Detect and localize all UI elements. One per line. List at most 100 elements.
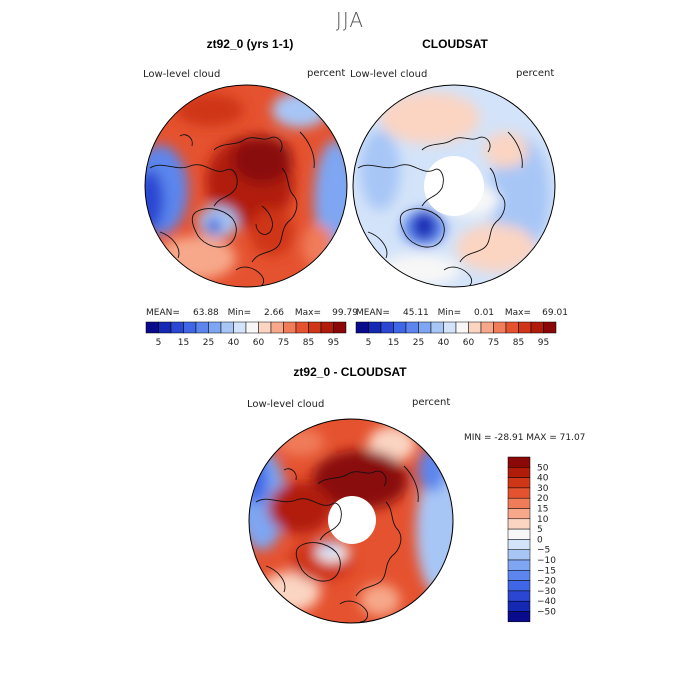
- panel3-stats: MIN = -28.91 MAX = 71.07: [464, 433, 586, 443]
- colorbar-swatch: [418, 321, 432, 334]
- panel2-field-label: Low-level cloud: [350, 69, 428, 80]
- colorbar-tick-label: 25: [203, 338, 214, 348]
- panel2-mean-label: MEAN=: [356, 308, 390, 318]
- colorbar-tick-label: 15: [537, 505, 548, 515]
- colorbar-tick-label: 25: [413, 338, 424, 348]
- colorbar-swatch: [270, 321, 284, 334]
- colorbar-swatch: [543, 321, 557, 334]
- colorbar-tick-label: 30: [537, 484, 549, 494]
- panel1-mean-label: MEAN=: [146, 308, 180, 318]
- panel1-max-value: 99.79: [332, 308, 358, 318]
- map-model: [144, 84, 348, 288]
- colorbar-swatch: [455, 321, 469, 334]
- panel2-stats: MEAN= 45.11 Min= 0.01 Max= 69.01: [356, 308, 568, 318]
- colorbar-tick-label: 5: [156, 338, 162, 348]
- colorbar-swatch: [245, 321, 259, 334]
- colorbar-tick-label: −10: [537, 556, 556, 566]
- colorbar-swatch: [405, 321, 419, 334]
- colorbar-swatch: [468, 321, 482, 334]
- colorbar-swatch: [333, 321, 347, 334]
- panel2-units: percent: [516, 68, 555, 79]
- colorbar-swatch: [158, 321, 172, 334]
- colorbar-swatch: [308, 321, 322, 334]
- colorbar-swatch: [507, 508, 531, 520]
- colorbar-swatch: [183, 321, 197, 334]
- colorbar-tick-label: 15: [178, 338, 189, 348]
- colorbar-swatch: [295, 321, 309, 334]
- colorbar-panel1: 5 15 25 40 60 75 85 95: [145, 321, 347, 348]
- colorbar-tick-label: 40: [228, 338, 240, 348]
- colorbar-swatch: [507, 580, 531, 592]
- colorbar-tick-label: −50: [537, 608, 556, 618]
- colorbar-tick-label: 85: [513, 338, 524, 348]
- colorbar-swatch: [505, 321, 519, 334]
- colorbar-swatch: [507, 600, 531, 612]
- panel2-min-value: 0.01: [473, 308, 495, 318]
- colorbar-swatch: [430, 321, 444, 334]
- panel3-field-label: Low-level cloud: [247, 399, 325, 410]
- panel1-units: percent: [307, 68, 346, 79]
- panel1-max-label: Max=: [294, 308, 322, 318]
- colorbar-tick-label: 5: [366, 338, 372, 348]
- colorbar-swatch: [507, 539, 531, 550]
- panel2-max-label: Max=: [504, 308, 532, 318]
- colorbar-swatch: [507, 477, 531, 489]
- colorbar-swatch: [195, 321, 209, 334]
- colorbar-tick-label: −40: [537, 597, 556, 607]
- colorbar-tick-label: 60: [463, 338, 475, 348]
- colorbar-tick-label: −20: [537, 577, 556, 587]
- colorbar-tick-label: 85: [303, 338, 314, 348]
- colorbar-swatch: [507, 570, 531, 581]
- colorbar-swatch: [320, 321, 334, 334]
- colorbar-swatch: [480, 321, 494, 334]
- panel1-mean-value: 63.88: [193, 308, 219, 318]
- colorbar-swatch: [507, 518, 531, 530]
- colorbar-swatch: [258, 321, 272, 334]
- colorbar-tick-label: 15: [388, 338, 399, 348]
- colorbar-swatch: [355, 321, 369, 334]
- colorbar-swatch: [208, 321, 222, 334]
- colorbar-swatch: [368, 321, 382, 334]
- panel2-mean-value: 45.11: [403, 308, 429, 318]
- panel1-title: zt92_0 (yrs 1-1): [206, 37, 294, 51]
- panel2-title: CLOUDSAT: [422, 37, 488, 51]
- colorbar-swatch: [170, 321, 184, 334]
- colorbar-swatch: [507, 590, 531, 602]
- colorbar-tick-label: 75: [488, 338, 499, 348]
- panel2-min-label: Min=: [437, 308, 462, 318]
- panel1-min-label: Min=: [227, 308, 252, 318]
- colorbar-swatch: [220, 321, 234, 334]
- colorbar-swatch: [507, 549, 531, 561]
- colorbar-tick-label: 50: [537, 463, 549, 473]
- colorbar-tick-label: 60: [253, 338, 265, 348]
- colorbar-tick-label: 75: [278, 338, 289, 348]
- colorbar-swatch: [507, 528, 531, 540]
- colorbar-swatch: [380, 321, 394, 334]
- colorbar-tick-label: 10: [537, 515, 549, 525]
- colorbar-swatch: [507, 497, 531, 509]
- colorbar-tick-label: 5: [537, 525, 543, 535]
- panel1-field-label: Low-level cloud: [143, 69, 221, 80]
- colorbar-swatch: [530, 321, 544, 334]
- colorbar-swatch: [393, 321, 407, 334]
- colorbar-swatch: [518, 321, 532, 334]
- colorbar-swatch: [507, 467, 531, 478]
- map-difference: [248, 418, 454, 624]
- colorbar-tick-label: 40: [438, 338, 450, 348]
- panel3-title: zt92_0 - CLOUDSAT: [293, 365, 407, 379]
- panel3-units: percent: [412, 397, 451, 408]
- colorbar-swatch: [145, 321, 159, 334]
- colorbar-tick-label: 95: [538, 338, 549, 348]
- colorbar-swatch: [507, 456, 531, 468]
- colorbar-swatch: [443, 321, 457, 334]
- colorbar-tick-label: 95: [328, 338, 339, 348]
- map-cloudsat: [352, 84, 556, 288]
- colorbar-swatch: [493, 321, 507, 334]
- colorbar-tick-label: 20: [537, 494, 549, 504]
- colorbar-panel2: 5 15 25 40 60 75 85 95: [355, 321, 557, 348]
- colorbar-swatch: [507, 559, 531, 571]
- colorbar-tick-label: 40: [537, 474, 549, 484]
- colorbar-tick-label: −5: [537, 546, 550, 556]
